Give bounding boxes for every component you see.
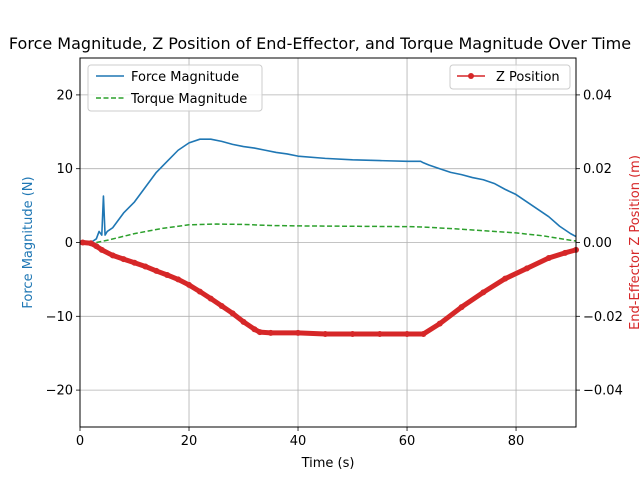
x-tick-label: 80 — [508, 434, 525, 449]
grid-layer — [79, 58, 576, 427]
legend-force-label: Force Magnitude — [131, 70, 239, 85]
legend-right[interactable]: Z Position — [449, 64, 571, 90]
z-position-marker — [562, 249, 569, 256]
z-position-marker — [98, 246, 105, 253]
series-layer — [79, 138, 579, 338]
x-tick-label: 20 — [181, 434, 198, 449]
series-line-z-position — [82, 240, 577, 337]
z-position-marker — [502, 275, 509, 282]
z-position-marker — [120, 256, 127, 263]
y-tick-label-right: −0.02 — [583, 310, 623, 325]
x-tick-label: 40 — [290, 434, 307, 449]
x-tick-label: 0 — [76, 434, 84, 449]
z-position-marker — [229, 310, 236, 317]
y-tick-label-left: 10 — [56, 162, 73, 177]
z-position-marker — [196, 288, 203, 295]
y-tick-label-left: 0 — [65, 236, 73, 251]
z-position-marker — [79, 239, 86, 246]
x-tick-label: 60 — [399, 434, 416, 449]
z-position-marker — [436, 320, 443, 327]
z-position-marker — [93, 243, 100, 250]
y-axis-label-left: Force Magnitude (N) — [21, 176, 36, 308]
z-position-marker — [458, 304, 465, 311]
z-position-marker — [322, 331, 329, 338]
series-line-force-magnitude — [90, 138, 577, 244]
legend-torque-label: Torque Magnitude — [130, 92, 247, 107]
z-position-marker — [349, 331, 356, 338]
z-position-marker — [420, 331, 427, 338]
y-tick-label-right: 0.00 — [583, 236, 612, 251]
z-position-marker — [480, 289, 487, 296]
z-position-marker — [87, 240, 94, 247]
chart-title: Force Magnitude, Z Position of End-Effec… — [9, 34, 631, 53]
y-tick-label-left: 20 — [56, 88, 73, 103]
y-tick-label-right: 0.02 — [583, 162, 612, 177]
z-position-marker — [142, 263, 149, 270]
z-position-marker — [218, 302, 225, 309]
z-position-marker — [131, 259, 138, 266]
z-position-marker — [186, 281, 193, 288]
z-position-marker — [376, 331, 383, 338]
z-position-marker — [207, 295, 214, 302]
legend-left[interactable]: Force Magnitude Torque Magnitude — [87, 64, 263, 112]
z-position-marker — [175, 276, 182, 283]
z-position-marker — [545, 254, 552, 261]
z-position-marker — [523, 265, 530, 272]
tick-layer: 0 20 40 60 80 −20 −10 0 10 20 −0.04 −0.02 0.00 0.02 0.… — [46, 88, 623, 449]
legend-z-marker — [468, 73, 474, 79]
z-position-marker — [240, 318, 247, 325]
y-axis-label-right: End-Effector Z Position (m) — [628, 155, 640, 330]
z-position-marker — [267, 329, 274, 336]
legend-right-box — [449, 64, 571, 90]
z-position-marker — [164, 271, 171, 278]
legend-z-label: Z Position — [496, 70, 560, 85]
z-position-marker — [256, 329, 263, 336]
series-line-torque-magnitude — [96, 223, 577, 244]
y-tick-label-left: −10 — [46, 310, 73, 325]
x-axis-label: Time (s) — [301, 456, 355, 471]
y-tick-label-left: −20 — [46, 384, 73, 399]
z-position-marker — [153, 267, 160, 274]
y-tick-label-right: −0.04 — [583, 384, 623, 399]
legend-left-box — [87, 64, 263, 112]
z-position-marker — [109, 252, 116, 259]
z-position-marker — [404, 331, 411, 338]
y-tick-label-right: 0.04 — [583, 88, 612, 103]
z-position-marker — [251, 326, 258, 333]
z-position-marker — [295, 329, 302, 336]
